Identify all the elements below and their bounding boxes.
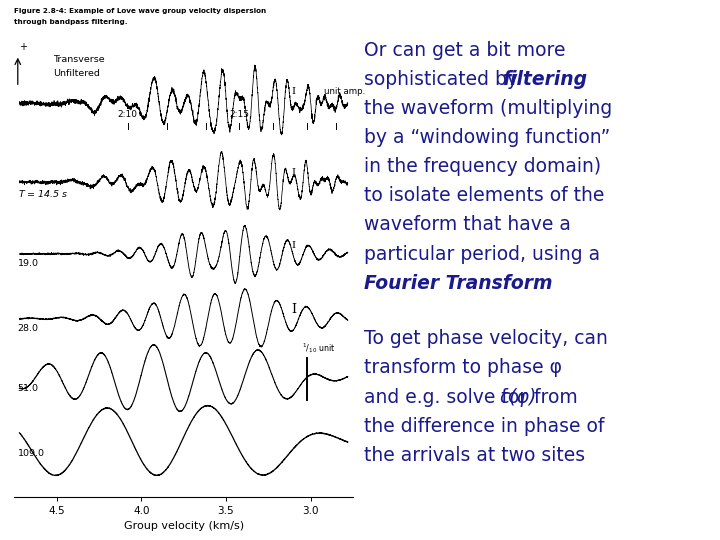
Text: $^{1}/_{10}$ unit: $^{1}/_{10}$ unit (302, 341, 336, 355)
Text: 51.0: 51.0 (18, 384, 39, 393)
Text: 28.0: 28.0 (18, 324, 39, 333)
Text: To get phase velocity, can: To get phase velocity, can (364, 329, 608, 348)
Text: to isolate elements of the: to isolate elements of the (364, 186, 604, 205)
Text: I: I (291, 303, 296, 316)
Text: from: from (528, 388, 577, 407)
Text: Fourier Transform: Fourier Transform (364, 274, 552, 293)
Text: Figure 2.8-4: Example of Love wave group velocity dispersion: Figure 2.8-4: Example of Love wave group… (14, 8, 266, 14)
Text: sophisticated by: sophisticated by (364, 70, 523, 89)
Text: Transverse: Transverse (53, 55, 105, 64)
Text: +: + (19, 43, 27, 52)
Text: through bandpass filtering.: through bandpass filtering. (14, 19, 128, 25)
Text: unit amp.: unit amp. (324, 87, 365, 97)
Text: filtering: filtering (503, 70, 588, 89)
Text: Or can get a bit more: Or can get a bit more (364, 40, 565, 59)
Text: Unfiltered: Unfiltered (53, 69, 100, 78)
Text: by a “windowing function”: by a “windowing function” (364, 128, 610, 147)
Text: $T$ = 14.5 s: $T$ = 14.5 s (18, 187, 68, 199)
Text: I: I (292, 87, 296, 97)
X-axis label: Group velocity (km/s): Group velocity (km/s) (124, 522, 243, 531)
Text: 2:10: 2:10 (118, 110, 138, 119)
Text: I: I (292, 167, 296, 177)
Text: 2:15: 2:15 (230, 110, 249, 119)
Text: the difference in phase of: the difference in phase of (364, 417, 604, 436)
Text: transform to phase φ: transform to phase φ (364, 359, 562, 377)
Text: and e.g. solve for: and e.g. solve for (364, 388, 533, 407)
Text: c(φ): c(φ) (499, 388, 536, 407)
Text: 19.0: 19.0 (18, 259, 39, 268)
Text: .: . (545, 274, 551, 293)
Text: the arrivals at two sites: the arrivals at two sites (364, 446, 585, 465)
Text: the waveform (multiplying: the waveform (multiplying (364, 99, 612, 118)
Text: waveform that have a: waveform that have a (364, 215, 570, 234)
Text: I: I (292, 241, 296, 250)
Text: particular period, using a: particular period, using a (364, 245, 600, 264)
Text: in the frequency domain): in the frequency domain) (364, 157, 600, 176)
Text: 109.0: 109.0 (18, 449, 45, 458)
